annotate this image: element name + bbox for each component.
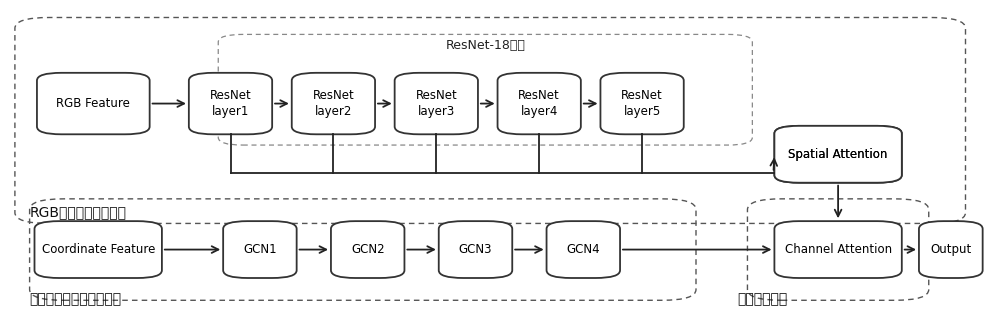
Text: GCN2: GCN2 [351, 243, 385, 256]
Text: Spatial Attention: Spatial Attention [788, 148, 888, 161]
FancyBboxPatch shape [547, 221, 620, 278]
FancyBboxPatch shape [774, 126, 902, 183]
FancyBboxPatch shape [919, 221, 983, 278]
FancyBboxPatch shape [189, 73, 272, 134]
Text: ResNet
layer3: ResNet layer3 [415, 89, 457, 118]
FancyBboxPatch shape [34, 221, 162, 278]
FancyBboxPatch shape [37, 73, 150, 134]
FancyBboxPatch shape [395, 73, 478, 134]
Text: GCN1: GCN1 [243, 243, 277, 256]
FancyBboxPatch shape [331, 221, 404, 278]
Text: Coordinate Feature: Coordinate Feature [42, 243, 155, 256]
Text: ResNet
layer5: ResNet layer5 [621, 89, 663, 118]
Text: ResNet-18网络: ResNet-18网络 [445, 39, 525, 52]
Text: GCN4: GCN4 [566, 243, 600, 256]
FancyBboxPatch shape [498, 73, 581, 134]
Text: RGB图像特征提取模块: RGB图像特征提取模块 [30, 206, 127, 220]
FancyBboxPatch shape [439, 221, 512, 278]
FancyBboxPatch shape [223, 221, 297, 278]
Text: GCN3: GCN3 [459, 243, 492, 256]
Text: 特征融合模块: 特征融合模块 [737, 292, 787, 306]
Text: Channel Attention: Channel Attention [785, 243, 892, 256]
Text: Output: Output [930, 243, 971, 256]
Text: 关键点位置特征提取模块: 关键点位置特征提取模块 [30, 292, 122, 306]
FancyBboxPatch shape [292, 73, 375, 134]
FancyBboxPatch shape [774, 221, 902, 278]
Text: ResNet
layer2: ResNet layer2 [313, 89, 354, 118]
Text: ResNet
layer1: ResNet layer1 [210, 89, 251, 118]
Text: Spatial Attention: Spatial Attention [788, 148, 888, 161]
FancyBboxPatch shape [774, 126, 902, 183]
Text: ResNet
layer4: ResNet layer4 [518, 89, 560, 118]
Text: RGB Feature: RGB Feature [56, 97, 130, 110]
FancyBboxPatch shape [600, 73, 684, 134]
